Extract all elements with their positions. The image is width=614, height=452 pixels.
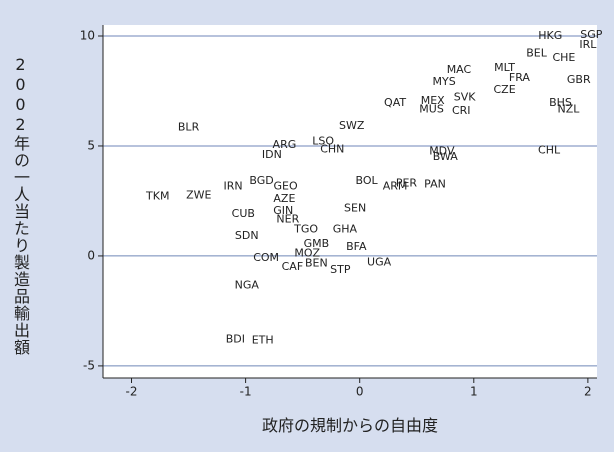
point-label: GEO bbox=[273, 180, 297, 193]
point-label: BDI bbox=[226, 333, 245, 346]
point-label: CAF bbox=[282, 260, 304, 273]
x-tick-label: 2 bbox=[584, 385, 592, 399]
point-label: FRA bbox=[509, 71, 531, 84]
x-tick-label: -1 bbox=[240, 385, 252, 399]
point-label: MDV bbox=[429, 144, 455, 157]
point-label: LSO bbox=[312, 135, 334, 148]
point-label: GIN bbox=[273, 204, 293, 217]
point-label: ARG bbox=[273, 138, 297, 151]
point-label: ARM bbox=[383, 180, 408, 193]
point-label: GBR bbox=[567, 73, 591, 86]
point-label: TGO bbox=[293, 223, 318, 236]
point-label: MUS bbox=[419, 103, 444, 116]
point-label: ZWE bbox=[186, 188, 211, 201]
point-label: IRL bbox=[579, 38, 597, 51]
x-tick-label: 0 bbox=[356, 385, 364, 399]
point-label: BWA bbox=[433, 150, 458, 163]
point-label: UGA bbox=[367, 256, 392, 269]
point-label: GHA bbox=[333, 223, 358, 236]
point-label: MLT bbox=[494, 61, 515, 74]
point-label: BGD bbox=[249, 174, 273, 187]
point-label: STP bbox=[330, 263, 351, 276]
point-label: MEX bbox=[421, 94, 445, 107]
plot-area bbox=[103, 25, 597, 378]
point-label: CHL bbox=[538, 143, 561, 156]
y-tick-label: -5 bbox=[83, 358, 95, 372]
point-label: BOL bbox=[355, 174, 378, 187]
point-label: IRN bbox=[223, 180, 242, 193]
point-label: BHS bbox=[549, 96, 572, 109]
point-label: NER bbox=[276, 213, 299, 226]
point-label: CZE bbox=[494, 83, 516, 96]
point-label: MAC bbox=[447, 63, 472, 76]
point-label: CHN bbox=[320, 142, 344, 155]
point-label: SVK bbox=[454, 91, 477, 104]
x-tick-label: 1 bbox=[470, 385, 478, 399]
point-label: IDN bbox=[262, 148, 282, 161]
point-label: MOZ bbox=[294, 247, 320, 260]
point-label: TKM bbox=[145, 190, 169, 203]
point-label: BLR bbox=[178, 120, 200, 133]
point-label: SGP bbox=[580, 28, 603, 41]
y-tick-label: 0 bbox=[87, 248, 95, 262]
point-label: SWZ bbox=[339, 119, 365, 132]
point-label: SDN bbox=[235, 229, 259, 242]
point-label: QAT bbox=[384, 96, 406, 109]
point-label: ETH bbox=[252, 334, 274, 347]
point-label: NGA bbox=[235, 279, 260, 292]
point-label: CUB bbox=[232, 207, 255, 220]
point-label: BEL bbox=[526, 47, 547, 60]
y-axis-label: 2002年の一人当たり製造品輸出額 bbox=[11, 54, 30, 356]
y-tick-label: 10 bbox=[80, 28, 95, 42]
x-tick-label: -2 bbox=[126, 385, 138, 399]
y-tick-label: 5 bbox=[87, 138, 95, 152]
x-axis-label: 政府の規制からの自由度 bbox=[261, 416, 438, 435]
point-label: NZL bbox=[558, 103, 581, 116]
point-label: GMB bbox=[304, 237, 330, 250]
point-label: CRI bbox=[452, 104, 471, 117]
point-label: PAN bbox=[424, 177, 446, 190]
point-label: PER bbox=[396, 176, 418, 189]
point-label: BFA bbox=[346, 240, 367, 253]
point-label: CHE bbox=[552, 51, 575, 64]
point-label: AZE bbox=[273, 192, 295, 205]
point-label: MYS bbox=[433, 75, 456, 88]
point-label: COM bbox=[253, 251, 279, 264]
point-label: SEN bbox=[344, 202, 366, 215]
point-label: HKG bbox=[538, 29, 562, 42]
point-label: BEN bbox=[305, 257, 328, 270]
